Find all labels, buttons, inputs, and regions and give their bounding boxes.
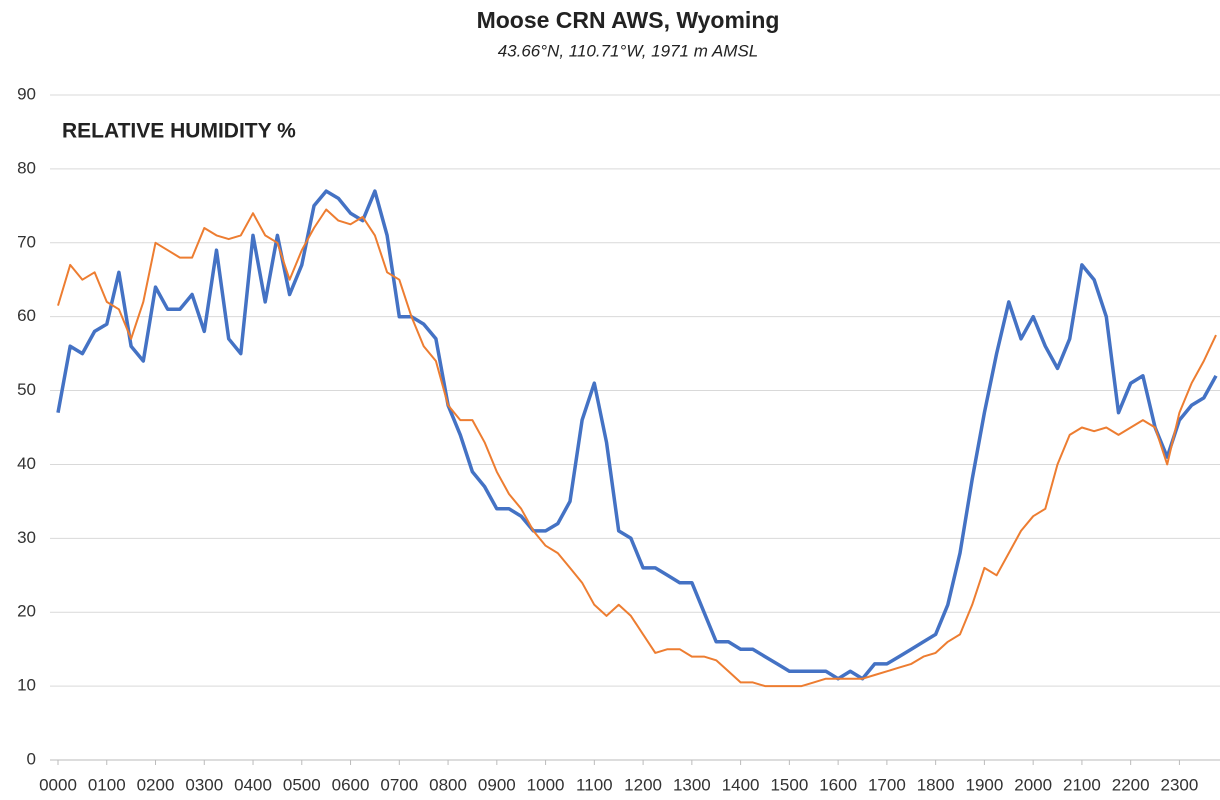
y-tick-label: 0 (27, 749, 36, 768)
x-tick-label: 1500 (770, 775, 808, 794)
x-tick-label: 0600 (332, 775, 370, 794)
x-tick-label: 0900 (478, 775, 516, 794)
x-tick-label: 2200 (1112, 775, 1150, 794)
x-tick-label: 1600 (819, 775, 857, 794)
x-tick-label: 1000 (527, 775, 565, 794)
x-tick-label: 2000 (1014, 775, 1052, 794)
annotation: RELATIVE HUMIDITY % (62, 120, 296, 143)
x-tick-label: 0200 (137, 775, 175, 794)
x-tick-label: 1300 (673, 775, 711, 794)
x-tick-label: 1100 (576, 775, 613, 794)
x-tick-label: 0400 (234, 775, 272, 794)
x-tick-label: 1700 (868, 775, 906, 794)
x-tick-label: 1200 (624, 775, 662, 794)
x-tick-label: 1800 (917, 775, 955, 794)
x-tick-label: 0800 (429, 775, 467, 794)
x-tick-label: 1400 (722, 775, 760, 794)
x-tick-label: 2300 (1161, 775, 1199, 794)
y-tick-label: 50 (17, 380, 36, 399)
x-tick-label: 0300 (185, 775, 223, 794)
y-tick-label: 30 (17, 528, 36, 547)
x-tick-label: 0100 (88, 775, 126, 794)
x-tick-label: 2100 (1063, 775, 1101, 794)
y-tick-label: 40 (17, 454, 36, 473)
x-tick-label: 0500 (283, 775, 321, 794)
series-line (57, 208, 1217, 688)
x-tick-label: 0700 (380, 775, 418, 794)
series-line (56, 189, 1218, 681)
y-tick-label: 70 (17, 232, 36, 251)
chart-title: Moose CRN AWS, Wyoming (477, 7, 780, 33)
y-tick-label: 90 (17, 84, 36, 103)
y-tick-label: 80 (17, 158, 36, 177)
y-tick-label: 20 (17, 602, 36, 621)
x-tick-label: 0000 (39, 775, 77, 794)
chart-subtitle: 43.66°N, 110.71°W, 1971 m AMSL (498, 41, 759, 60)
y-tick-label: 60 (17, 306, 36, 325)
x-tick-label: 1900 (965, 775, 1003, 794)
y-tick-label: 10 (17, 676, 36, 695)
